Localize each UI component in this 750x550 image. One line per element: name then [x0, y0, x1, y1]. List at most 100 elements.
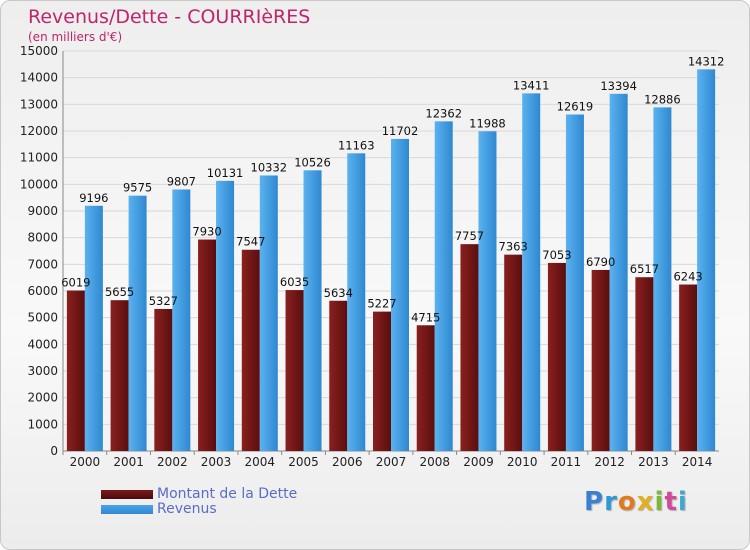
- data-label-revenue-2003: 10131: [207, 166, 244, 180]
- bar-revenue-2014: [697, 69, 716, 451]
- proxiti-logo: Proxiti: [584, 487, 688, 517]
- data-label-revenue-2007: 11702: [382, 124, 419, 138]
- chart-subtitle: (en milliers d'€): [28, 30, 123, 44]
- y-tick-label: 14000: [20, 71, 58, 85]
- y-tick-label: 13000: [20, 97, 58, 111]
- bar-debt-2014: [679, 284, 698, 451]
- data-labels: 6019 9196 5655 9575 5327 9807 7930 10131 7547 103…: [61, 54, 724, 324]
- x-tick-label: 2006: [332, 455, 363, 469]
- x-tick-label: 2014: [682, 455, 713, 469]
- bar-debt-2005: [285, 290, 304, 451]
- x-tick-label: 2008: [419, 455, 450, 469]
- x-tick-label: 2010: [507, 455, 538, 469]
- x-tick-label: 2013: [638, 455, 669, 469]
- axes: 0 1000 2000 3000 4000 5000 6000 7000 8000 9000 100…: [20, 44, 719, 469]
- data-label-revenue-2005: 10526: [294, 155, 331, 169]
- y-tick-label: 8000: [27, 231, 58, 245]
- bar-debt-2001: [110, 300, 129, 451]
- data-label-debt-2002: 5327: [149, 294, 178, 308]
- data-label-debt-2011: 7053: [542, 248, 571, 262]
- legend-label-debt: Montant de la Dette: [157, 486, 298, 502]
- data-label-revenue-2010: 13411: [513, 78, 550, 92]
- y-tick-label: 6000: [27, 284, 58, 298]
- y-tick-label: 12000: [20, 124, 58, 138]
- logo-letter: i: [677, 487, 688, 517]
- bar-revenue-2009: [478, 131, 497, 451]
- data-label-revenue-2012: 13394: [600, 79, 637, 93]
- data-label-revenue-2011: 12619: [557, 99, 594, 113]
- legend-label-revenue: Revenus: [157, 501, 217, 517]
- data-label-debt-2003: 7930: [192, 225, 221, 239]
- bar-revenue-2007: [391, 138, 409, 452]
- bar-debt-2009: [460, 244, 479, 451]
- bar-revenue-2005: [303, 170, 322, 451]
- logo-letter: r: [604, 487, 618, 517]
- y-tick-label: 11000: [20, 151, 58, 165]
- x-tick-label: 2011: [551, 455, 582, 469]
- data-label-revenue-2006: 11163: [338, 138, 375, 152]
- legend-swatch-debt: [101, 490, 153, 499]
- x-tick-label: 2003: [201, 455, 232, 469]
- data-label-debt-2007: 5227: [367, 297, 396, 311]
- data-label-debt-2010: 7363: [499, 240, 528, 254]
- data-label-debt-2013: 6517: [630, 262, 659, 276]
- data-label-debt-2006: 5634: [324, 286, 353, 300]
- bar-debt-2010: [504, 254, 523, 451]
- bar-revenue-2012: [609, 93, 628, 452]
- x-tick-label: 2009: [463, 455, 494, 469]
- x-tick-label: 2005: [288, 455, 319, 469]
- data-label-debt-2004: 7547: [236, 235, 265, 249]
- y-tick-label: 5000: [27, 311, 58, 325]
- bar-revenue-2011: [565, 114, 584, 451]
- data-label-revenue-2013: 12886: [644, 92, 681, 106]
- x-tick-label: 2012: [594, 455, 625, 469]
- data-label-debt-2000: 6019: [61, 275, 90, 289]
- bar-debt-2004: [241, 249, 260, 451]
- bar-debt-2007: [373, 311, 391, 451]
- bar-debt-2003: [198, 239, 217, 451]
- bar-debt-2002: [154, 308, 173, 451]
- bar-revenue-2003: [216, 180, 235, 451]
- data-label-debt-2008: 4715: [411, 310, 440, 324]
- chart-title: Revenus/Dette - COURRIèRES: [28, 6, 311, 28]
- data-label-debt-2001: 5655: [105, 285, 134, 299]
- data-label-revenue-2008: 12362: [425, 106, 462, 120]
- logo-letter: t: [664, 487, 678, 517]
- y-tick-label: 2000: [27, 391, 58, 405]
- data-label-revenue-2009: 11988: [469, 116, 506, 130]
- bar-debt-2013: [635, 277, 654, 451]
- y-tick-label: 9000: [27, 204, 58, 218]
- y-tick-label: 1000: [27, 417, 58, 431]
- x-tick-label: 2001: [113, 455, 144, 469]
- data-label-revenue-2004: 10332: [251, 160, 288, 174]
- x-tick-label: 2000: [70, 455, 101, 469]
- bar-revenue-2002: [172, 189, 191, 452]
- bar-revenue-2004: [259, 175, 278, 452]
- data-label-revenue-2000: 9196: [79, 191, 108, 205]
- bars: [66, 69, 716, 452]
- x-tick-label: 2002: [157, 455, 188, 469]
- logo-letter: o: [617, 487, 637, 517]
- bar-revenue-2001: [128, 195, 147, 451]
- y-tick-label: 15000: [20, 44, 58, 58]
- bar-debt-2008: [416, 325, 435, 451]
- logo-letter: i: [654, 487, 665, 517]
- logo-letter: x: [636, 487, 655, 517]
- y-tick-label: 10000: [20, 177, 58, 191]
- bar-revenue-2008: [434, 121, 453, 451]
- data-label-revenue-2002: 9807: [167, 174, 196, 188]
- bar-debt-2012: [591, 269, 610, 451]
- data-label-debt-2005: 6035: [280, 275, 309, 289]
- data-label-revenue-2014: 14312: [688, 54, 725, 68]
- logo-letter: P: [584, 487, 605, 517]
- y-tick-label: 4000: [27, 337, 58, 351]
- data-label-debt-2012: 6790: [586, 255, 615, 269]
- data-label-debt-2014: 6243: [673, 270, 702, 284]
- data-label-debt-2009: 7757: [455, 229, 484, 243]
- y-tick-label: 0: [50, 444, 58, 458]
- bar-debt-2000: [66, 290, 85, 451]
- x-tick-label: 2007: [376, 455, 407, 469]
- bar-revenue-2006: [347, 153, 366, 451]
